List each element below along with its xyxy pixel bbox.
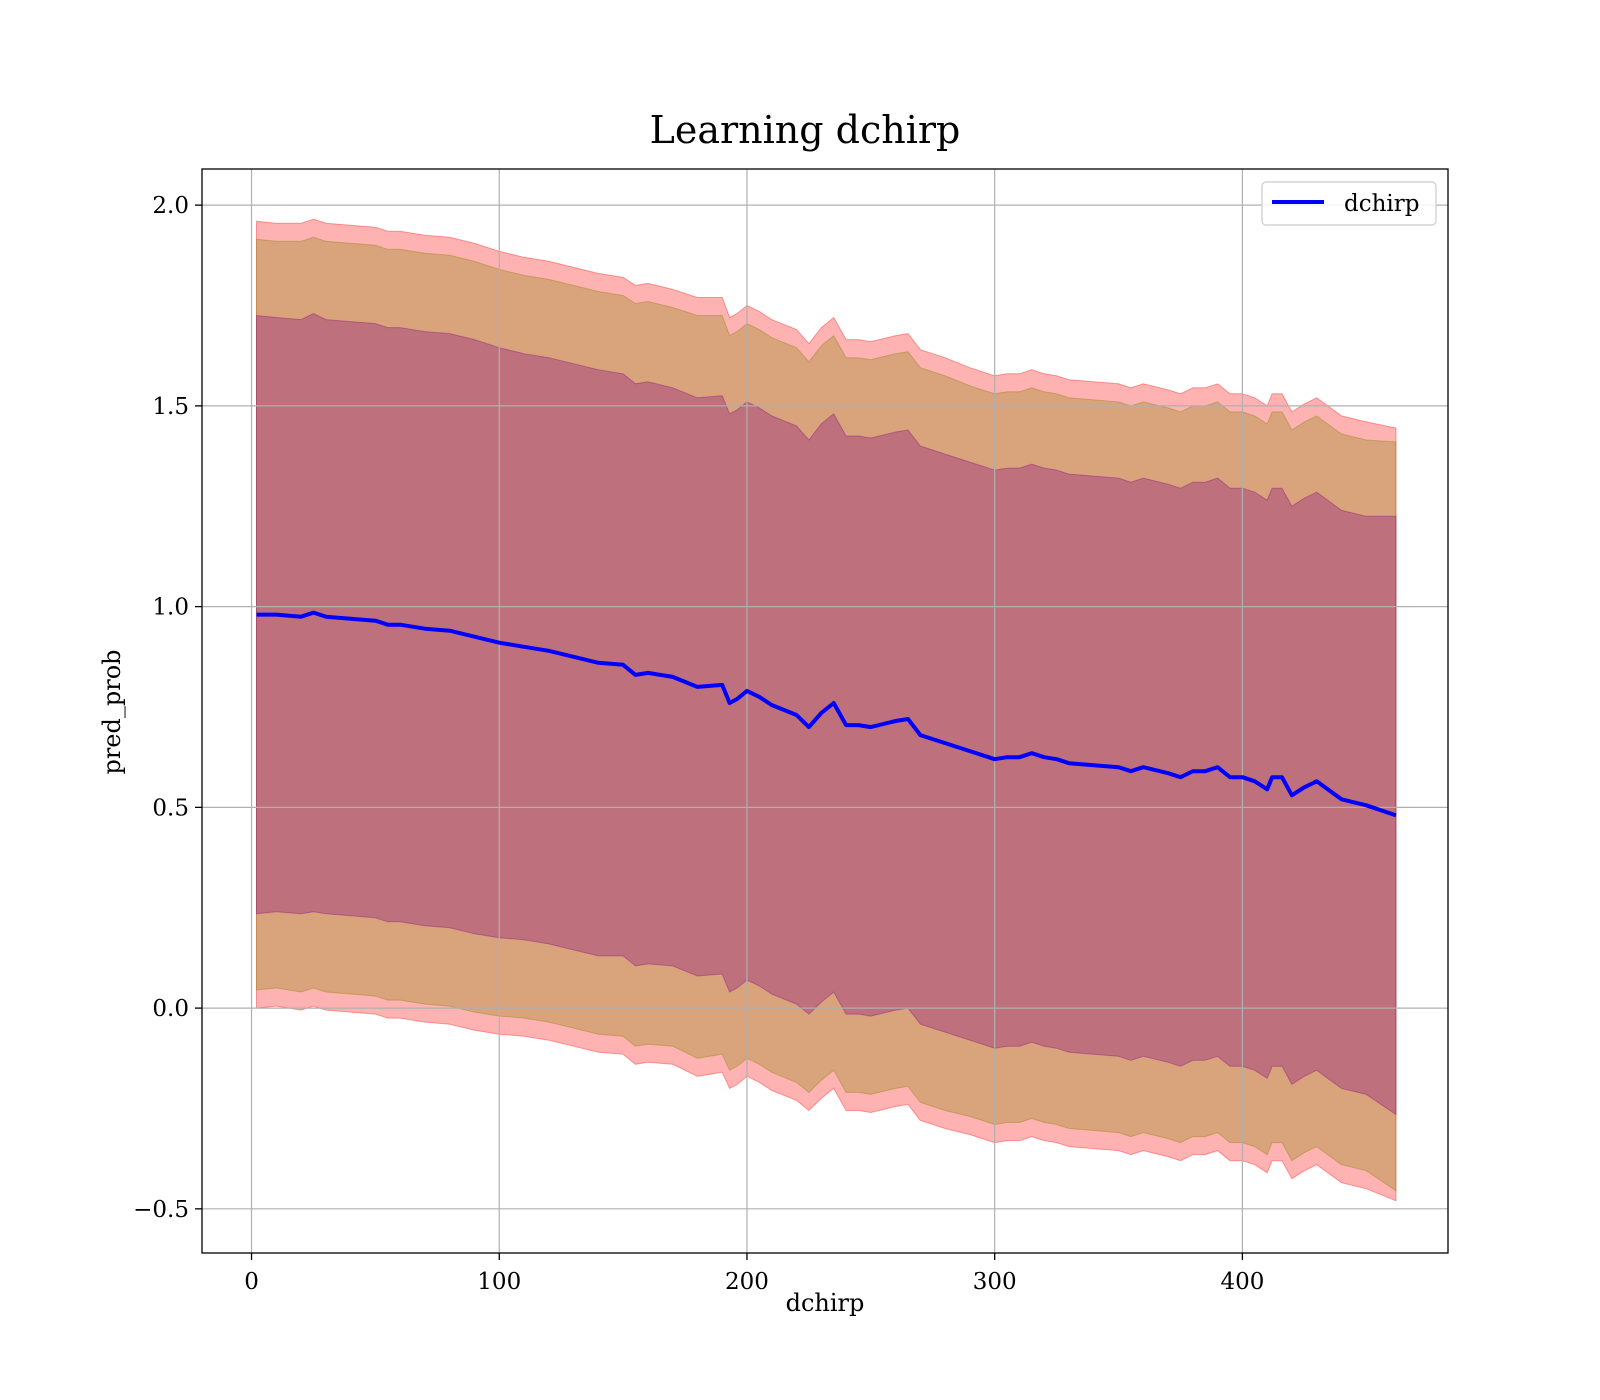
y-tick-label: 1.5 [152,394,189,420]
band-inner [256,312,1397,1116]
grid [202,169,1448,1253]
x-tick-label: 400 [1220,1269,1264,1295]
legend-entry-dchirp: dchirp [1344,191,1420,217]
axis-ticks: 0 100 200 300 400 −0.5 0.0 0.5 1.0 1.5 2.0 [133,193,1264,1295]
plot-frame [201,168,1449,1254]
series-lines [256,610,1397,818]
x-axis-label: dchirp [786,1289,865,1317]
y-tick-label: 0.0 [152,996,189,1022]
chart-title: Learning dchirp [650,108,961,152]
y-tick-label: −0.5 [133,1197,189,1223]
x-tick-label: 200 [725,1269,769,1295]
band-middle [256,236,1397,1192]
y-tick-label: 1.0 [152,595,189,621]
x-tick-label: 0 [244,1269,259,1295]
y-tick-label: 0.5 [152,795,189,821]
y-axis-label: pred_prob [98,649,126,774]
y-tick-label: 2.0 [152,193,189,219]
x-tick-label: 100 [477,1269,521,1295]
series-line-dchirp [256,610,1397,818]
legend-box [1261,181,1437,226]
legend: dchirp [1261,181,1437,226]
x-tick-label: 300 [973,1269,1017,1295]
